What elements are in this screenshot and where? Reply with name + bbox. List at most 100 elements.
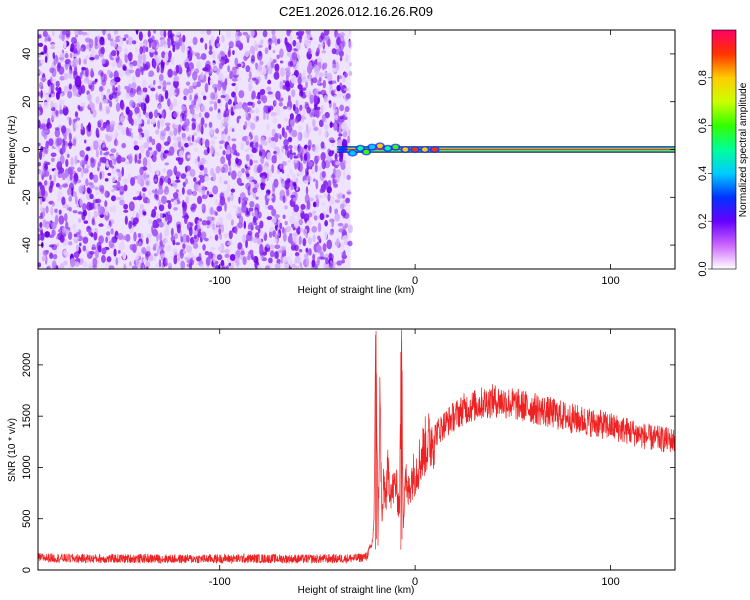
noise-blob: [104, 154, 109, 159]
noise-blob: [58, 99, 65, 106]
noise-blob: [234, 103, 241, 109]
noise-blob: [173, 255, 178, 265]
noise-blob: [268, 230, 273, 239]
noise-blob: [209, 106, 213, 112]
noise-blob: [89, 157, 95, 164]
snr-y-label: SNR (10 * v/v): [7, 418, 18, 482]
noise-blob: [87, 32, 90, 39]
noise-blob: [218, 62, 223, 70]
noise-blob: [274, 63, 280, 72]
noise-blob: [201, 219, 208, 226]
noise-blob: [120, 115, 125, 123]
noise-blob: [186, 68, 192, 77]
noise-blob: [329, 231, 334, 236]
noise-blob: [73, 57, 79, 66]
noise-blob: [110, 40, 114, 47]
noise-blob: [201, 194, 208, 200]
noise-blob: [245, 182, 251, 191]
noise-blob: [323, 95, 328, 103]
noise-blob: [315, 194, 319, 200]
noise-blob: [306, 256, 310, 267]
noise-blob: [264, 205, 268, 209]
noise-blob: [52, 52, 56, 60]
noise-blob: [284, 205, 288, 210]
noise-blob: [129, 69, 135, 74]
noise-blob: [330, 260, 333, 264]
noise-blob: [148, 70, 155, 77]
noise-blob: [113, 70, 119, 81]
noise-blob: [106, 88, 111, 94]
noise-blob: [279, 222, 283, 230]
noise-blob: [51, 93, 55, 98]
noise-blob: [201, 90, 205, 97]
noise-blob: [282, 195, 286, 204]
noise-blob: [138, 145, 145, 149]
x-tick-label: -100: [209, 576, 231, 588]
noise-blob: [100, 53, 104, 59]
noise-blob: [143, 141, 149, 149]
noise-blob: [55, 87, 59, 92]
noise-blob: [251, 90, 256, 99]
noise-blob: [98, 85, 104, 92]
noise-blob: [86, 43, 90, 50]
colorbar-tick-label: 0.4: [697, 166, 709, 181]
noise-blob: [214, 151, 220, 156]
noise-blob: [240, 141, 245, 151]
noise-blob: [216, 254, 223, 261]
noise-blob: [321, 162, 325, 169]
noise-blob: [106, 256, 112, 263]
noise-blob: [50, 89, 54, 94]
noise-blob: [170, 56, 175, 65]
noise-blob: [157, 85, 162, 90]
noise-blob: [312, 201, 317, 208]
noise-blob: [51, 229, 55, 238]
noise-blob: [212, 50, 216, 60]
noise-blob: [67, 153, 70, 158]
noise-blob: [118, 249, 121, 254]
noise-blob: [349, 30, 352, 36]
noise-blob: [211, 223, 216, 231]
noise-blob: [228, 230, 233, 240]
noise-blob: [72, 138, 77, 147]
noise-blob: [76, 235, 83, 242]
noise-blob: [242, 256, 247, 266]
noise-blob: [294, 106, 299, 115]
noise-blob: [149, 136, 153, 143]
noise-blob: [65, 127, 71, 136]
noise-blob: [280, 67, 285, 78]
noise-blob: [38, 142, 41, 147]
noise-blob: [203, 167, 208, 175]
noise-blob: [77, 167, 82, 173]
noise-blob: [124, 215, 128, 225]
noise-blob: [94, 186, 99, 191]
noise-blob: [307, 161, 313, 167]
noise-blob: [271, 34, 277, 44]
noise-blob: [229, 70, 233, 80]
noise-blob: [282, 226, 285, 234]
noise-blob: [115, 102, 121, 112]
noise-blob: [237, 170, 242, 178]
noise-blob: [208, 121, 213, 128]
noise-blob: [282, 181, 285, 188]
noise-blob: [231, 128, 235, 132]
noise-blob: [231, 66, 237, 76]
noise-blob: [98, 223, 104, 227]
noise-blob: [343, 169, 346, 180]
noise-blob: [173, 75, 180, 82]
noise-blob: [155, 129, 160, 135]
noise-blob: [234, 84, 238, 93]
noise-blob: [90, 184, 95, 189]
noise-blob: [116, 180, 121, 191]
noise-blob: [289, 152, 293, 160]
noise-blob: [157, 119, 161, 130]
noise-blob: [227, 50, 231, 58]
noise-blob: [289, 215, 296, 225]
noise-blob: [180, 260, 186, 269]
noise-blob: [133, 145, 140, 151]
noise-blob: [62, 183, 68, 188]
noise-blob: [242, 135, 248, 141]
noise-blob: [298, 248, 303, 253]
noise-blob: [49, 252, 54, 260]
carrier-blob: [421, 147, 428, 152]
noise-blob: [298, 218, 303, 226]
